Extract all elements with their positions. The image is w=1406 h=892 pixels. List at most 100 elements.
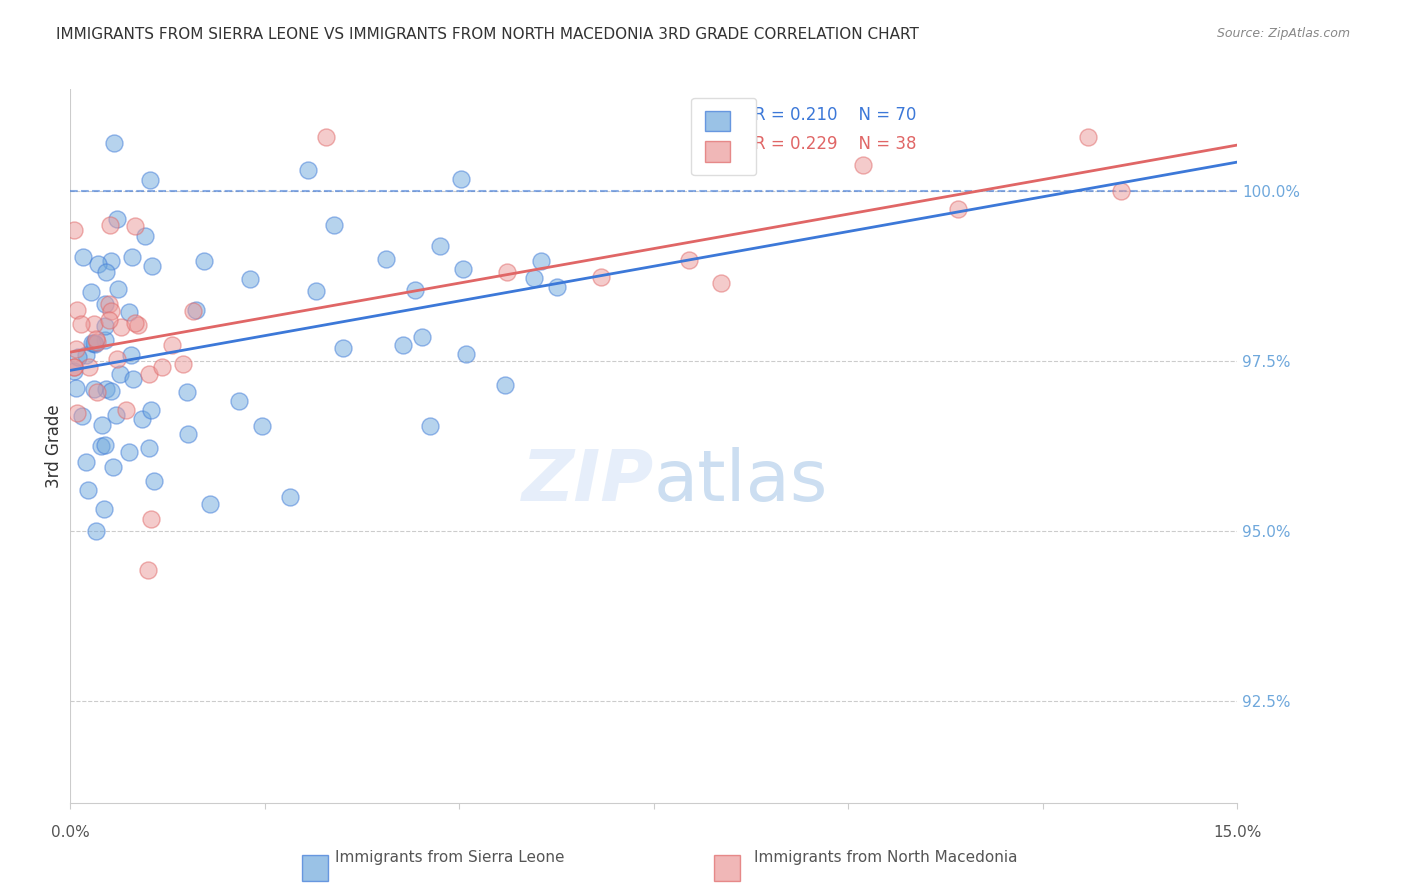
Point	[96, 382, 118, 396]
Point	[450, 171, 472, 186]
Point	[172, 357, 194, 371]
Point	[127, 318, 149, 332]
Point	[139, 512, 162, 526]
Point	[411, 330, 433, 344]
Point	[63, 223, 86, 237]
Point	[107, 282, 129, 296]
Point	[93, 501, 115, 516]
Text: IMMIGRANTS FROM SIERRA LEONE VS IMMIGRANTS FROM NORTH MACEDONIA 3RD GRADE CORREL: IMMIGRANTS FROM SIERRA LEONE VS IMMIGRAN…	[56, 27, 920, 42]
Point	[108, 367, 131, 381]
Point	[98, 297, 121, 311]
Point	[65, 381, 87, 395]
Point	[79, 359, 101, 374]
Point	[198, 497, 221, 511]
Point	[84, 332, 107, 346]
Point	[94, 265, 117, 279]
Point	[852, 157, 875, 171]
Point	[100, 304, 122, 318]
Text: Source: ZipAtlas.com: Source: ZipAtlas.com	[1216, 27, 1350, 40]
Point	[404, 283, 426, 297]
Point	[83, 337, 105, 351]
Point	[678, 252, 700, 267]
Point	[100, 254, 122, 268]
Point	[107, 212, 129, 227]
Point	[139, 173, 162, 187]
Point	[530, 253, 553, 268]
Text: Immigrants from Sierra Leone: Immigrants from Sierra Leone	[335, 850, 565, 865]
Text: 15.0%: 15.0%	[1213, 825, 1261, 840]
Point	[142, 474, 165, 488]
Point	[141, 259, 163, 273]
Point	[63, 364, 86, 378]
Point	[69, 318, 91, 332]
Point	[110, 319, 132, 334]
Point	[297, 163, 319, 178]
Text: ZIP: ZIP	[522, 447, 654, 516]
Point	[124, 317, 146, 331]
Point	[193, 253, 215, 268]
Point	[98, 219, 121, 233]
Point	[1109, 184, 1132, 198]
Point	[138, 442, 160, 456]
Point	[80, 336, 103, 351]
Point	[523, 270, 546, 285]
Point	[101, 459, 124, 474]
Point	[121, 250, 143, 264]
Point	[1077, 129, 1099, 144]
Y-axis label: 3rd Grade: 3rd Grade	[45, 404, 63, 488]
Point	[305, 284, 328, 298]
Point	[94, 318, 117, 333]
Point	[100, 384, 122, 398]
Point	[138, 367, 160, 381]
Point	[250, 418, 273, 433]
Point	[90, 418, 112, 433]
Point	[134, 228, 156, 243]
Point	[496, 265, 519, 279]
Point	[184, 302, 207, 317]
Point	[63, 359, 86, 374]
Point	[103, 136, 125, 151]
Point	[66, 351, 89, 365]
Point	[162, 338, 184, 352]
Point	[83, 336, 105, 351]
Point	[120, 348, 142, 362]
Point	[97, 312, 120, 326]
Point	[136, 563, 159, 577]
Point	[75, 348, 97, 362]
Point	[315, 129, 337, 144]
Point	[72, 250, 94, 264]
Point	[72, 409, 94, 423]
Point	[65, 342, 87, 356]
Point	[104, 408, 127, 422]
Text: 0.0%: 0.0%	[51, 825, 90, 840]
Point	[87, 256, 110, 270]
Point	[75, 455, 97, 469]
Point	[86, 524, 108, 538]
Point	[118, 445, 141, 459]
Point	[546, 280, 568, 294]
Point	[66, 406, 89, 420]
Text: Immigrants from North Macedonia: Immigrants from North Macedonia	[754, 850, 1018, 865]
Text: R = 0.229    N = 38: R = 0.229 N = 38	[755, 135, 917, 153]
Point	[118, 305, 141, 319]
Point	[456, 347, 478, 361]
Point	[589, 270, 612, 285]
Text: atlas: atlas	[654, 447, 828, 516]
Point	[93, 333, 115, 347]
Point	[391, 337, 413, 351]
Point	[124, 219, 146, 233]
Point	[429, 239, 451, 253]
Point	[131, 412, 153, 426]
Point	[63, 359, 86, 374]
Point	[332, 341, 354, 355]
Legend: , : ,	[692, 97, 756, 175]
Point	[77, 483, 100, 497]
Point	[139, 403, 162, 417]
Point	[419, 418, 441, 433]
Point	[122, 371, 145, 385]
Point	[94, 297, 117, 311]
Point	[177, 427, 200, 442]
Point	[83, 382, 105, 396]
Point	[946, 202, 969, 217]
Point	[90, 440, 112, 454]
